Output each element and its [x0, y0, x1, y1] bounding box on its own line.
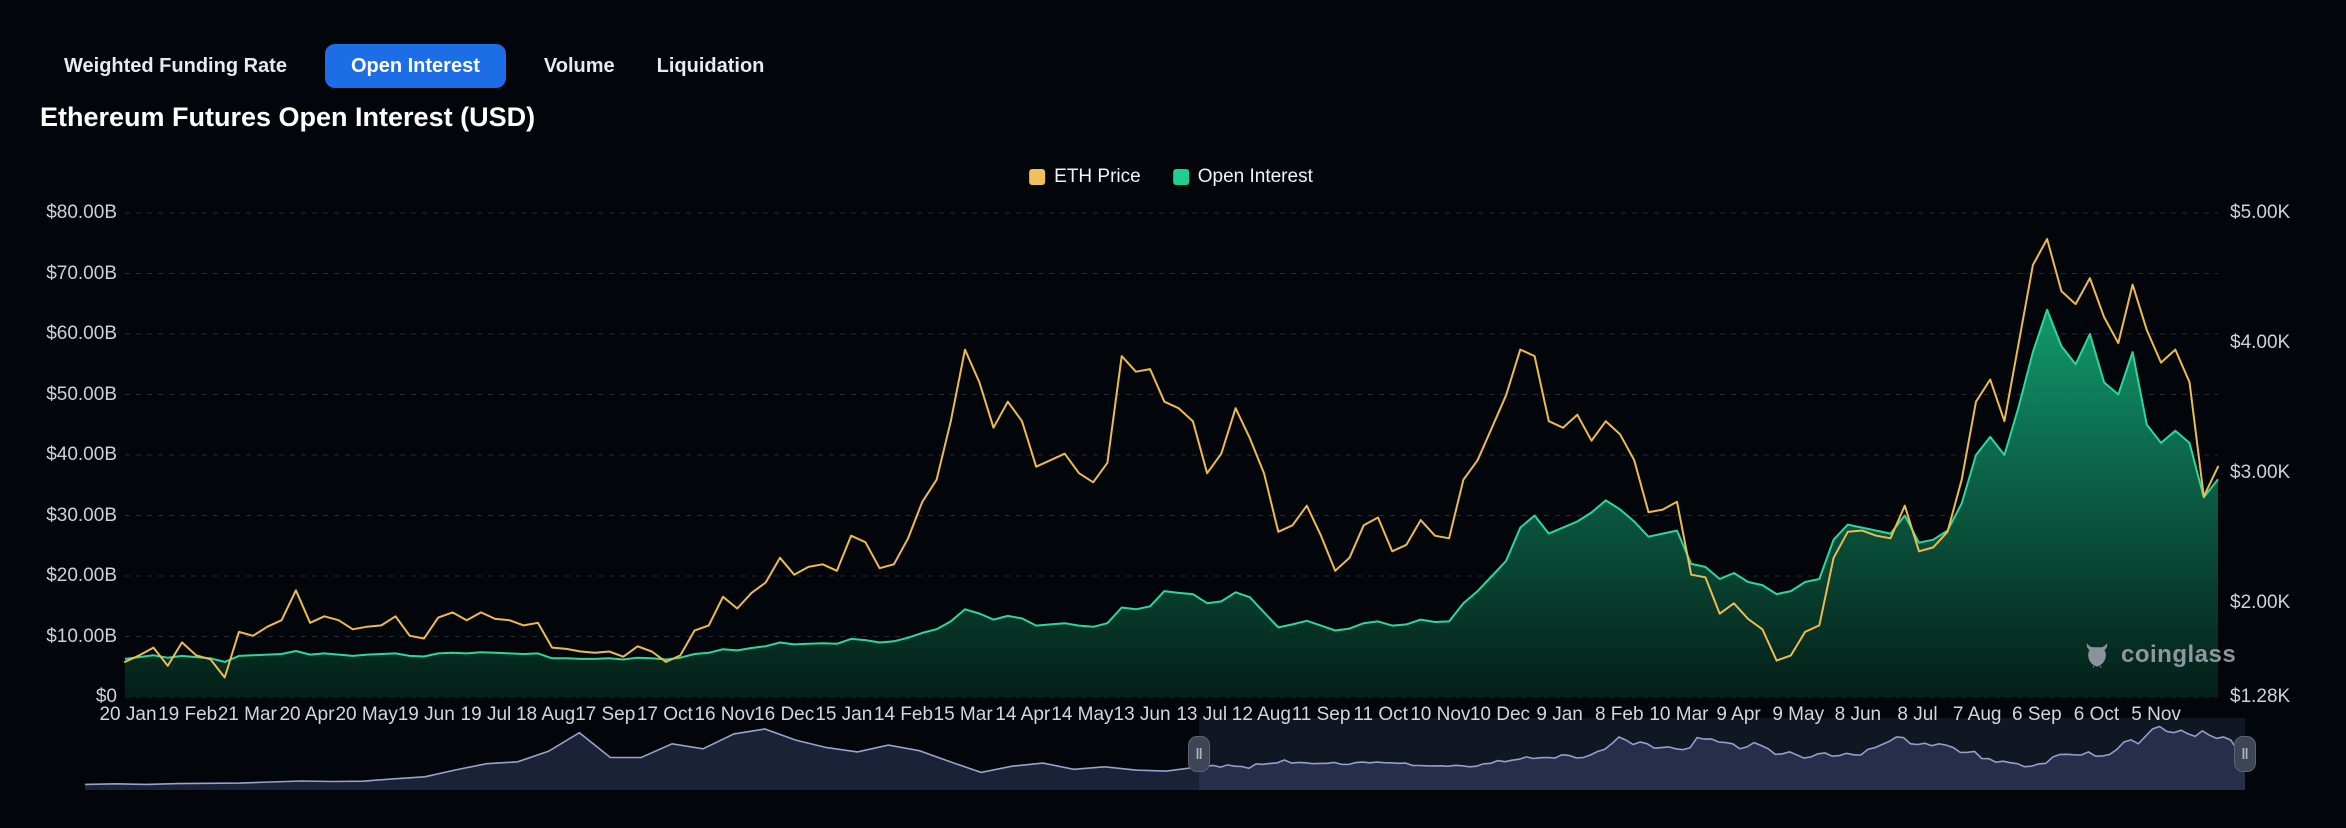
y-axis-label-left: $80.00B: [46, 202, 117, 223]
legend-swatch: [1172, 169, 1189, 185]
x-axis-label: 14 Apr: [995, 704, 1051, 725]
x-axis-label: 18 Aug: [515, 704, 576, 725]
y-axis-label-right: $5.00K: [2230, 202, 2291, 223]
x-axis-label: 19 Feb: [158, 704, 218, 725]
y-axis-label-right: $2.00K: [2230, 592, 2291, 614]
navigator-area: [85, 726, 2245, 790]
y-axis-label-right: $4.00K: [2230, 332, 2291, 354]
open-interest-area: [125, 309, 2218, 697]
x-axis-label: 7 Aug: [1952, 704, 2002, 725]
tabs-row: Weighted Funding Rate Open Interest Volume…: [60, 44, 768, 88]
x-axis-label: 16 Nov: [694, 704, 755, 725]
x-axis-label: 20 Apr: [279, 704, 335, 725]
x-axis-label: 14 May: [1051, 704, 1114, 725]
legend-label: ETH Price: [1054, 166, 1141, 187]
x-axis-label: 11 Sep: [1291, 704, 1351, 725]
y-axis-label-left: $70.00B: [46, 262, 117, 284]
x-axis-label: 13 Jul: [1176, 704, 1228, 725]
tab-weighted-funding-rate[interactable]: Weighted Funding Rate: [64, 54, 287, 77]
x-axis-label: 9 Jan: [1536, 704, 1583, 725]
x-axis-label: 17 Sep: [575, 704, 636, 725]
legend-swatch: [1029, 169, 1046, 185]
legend-item-open-interest[interactable]: Open Interest: [1172, 166, 1313, 188]
open-interest-line: [124, 308, 2219, 663]
tab-volume[interactable]: Volume: [543, 54, 615, 77]
chart-legend: ETH Price Open Interest: [1029, 166, 1313, 188]
x-axis-label: 12 Aug: [1231, 704, 1291, 725]
navigator-right-handle[interactable]: ‖: [2234, 736, 2256, 772]
legend-item-eth-price[interactable]: ETH Price: [1029, 166, 1141, 188]
x-axis-label: 19 Jul: [460, 704, 512, 725]
x-axis-label: 8 Jun: [1834, 704, 1882, 725]
x-axis-label: 21 Mar: [217, 704, 277, 725]
x-axis-label: 11 Oct: [1353, 704, 1408, 725]
x-axis-label: 5 Nov: [2131, 704, 2181, 725]
y-axis-label-left: $40.00B: [46, 444, 117, 465]
x-axis-label: 10 Dec: [1469, 704, 1531, 725]
x-axis-label: 8 Feb: [1594, 704, 1644, 725]
coinglass-watermark: coinglass: [2082, 640, 2236, 670]
coinglass-logo-icon: [2082, 640, 2112, 670]
x-axis-label: 6 Sep: [2011, 704, 2062, 725]
y-axis-label-left: $30.00B: [46, 504, 117, 526]
x-axis-label: 13 Jun: [1113, 704, 1171, 725]
navigator-left-handle[interactable]: ‖: [1188, 736, 1211, 772]
x-axis-label: 9 May: [1772, 704, 1825, 725]
x-axis-label: 9 Apr: [1716, 704, 1761, 725]
x-axis-label: 6 Oct: [2073, 704, 2120, 725]
eth-price-line: [124, 238, 2219, 679]
x-axis-label: 15 Mar: [933, 704, 993, 725]
navigator-canvas[interactable]: [84, 718, 2246, 790]
x-axis-label: 16 Dec: [754, 704, 815, 725]
y-axis-label-right: $1.28K: [2230, 686, 2291, 707]
y-axis-label-left: $60.00B: [46, 323, 117, 344]
x-axis-label: 17 Oct: [636, 704, 693, 725]
navigator-selected-region[interactable]: [1199, 718, 2245, 790]
coinglass-wordmark: coinglass: [2121, 641, 2237, 668]
navigator-line: [84, 725, 2246, 786]
x-axis-label: 15 Jan: [815, 704, 873, 725]
x-axis-label: 10 Nov: [1410, 704, 1471, 725]
y-axis-label-left: $0: [95, 686, 117, 707]
x-axis-label: 10 Mar: [1649, 704, 1709, 725]
page-title: Ethereum Futures Open Interest (USD): [40, 102, 536, 132]
x-axis-label: 19 Jun: [397, 704, 455, 725]
tab-liquidation[interactable]: Liquidation: [656, 54, 765, 77]
x-axis-label: 20 Jan: [99, 704, 157, 725]
y-axis-label-left: $10.00B: [46, 625, 117, 647]
x-axis-label: 8 Jul: [1897, 704, 1938, 725]
legend-label: Open Interest: [1197, 166, 1313, 187]
x-axis-label: 14 Feb: [873, 704, 934, 725]
y-axis-label-left: $20.00B: [46, 565, 117, 586]
y-axis-label-right: $3.00K: [2230, 462, 2291, 484]
x-axis-label: 20 May: [335, 704, 398, 725]
tab-open-interest[interactable]: Open Interest: [324, 44, 506, 88]
y-axis-label-left: $50.00B: [46, 383, 117, 405]
